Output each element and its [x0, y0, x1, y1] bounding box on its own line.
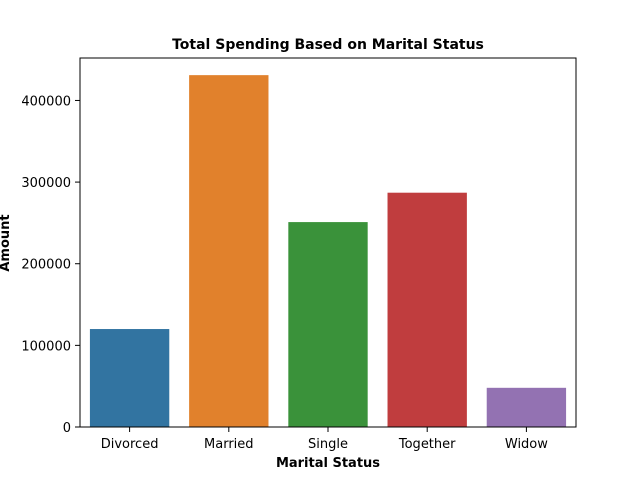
y-tick-label: 300000 [21, 176, 71, 191]
y-tick-label: 100000 [21, 339, 71, 354]
y-tick-label: 200000 [21, 258, 71, 273]
bars-layer [89, 75, 567, 428]
x-tick-label: Single [308, 437, 348, 452]
bar-single [288, 222, 368, 427]
plot-frame [79, 57, 577, 428]
bar-widow [486, 387, 567, 427]
axes-layer: Divorced Married Single Together Widow 0 10000… [21, 57, 577, 452]
bar-together [387, 192, 467, 427]
x-tick-label: Widow [505, 437, 548, 452]
y-tick-label: 400000 [21, 94, 71, 109]
bar-married [189, 75, 269, 428]
bar-divorced [89, 329, 170, 427]
y-axis-label: Amount [0, 214, 13, 271]
x-axis-label: Marital Status [276, 456, 380, 471]
x-tick-label: Divorced [101, 437, 159, 452]
x-tick-label: Married [204, 437, 254, 452]
chart-title: Total Spending Based on Marital Status [172, 37, 484, 53]
y-tick-label: 0 [63, 421, 71, 436]
x-tick-label: Together [398, 437, 456, 452]
